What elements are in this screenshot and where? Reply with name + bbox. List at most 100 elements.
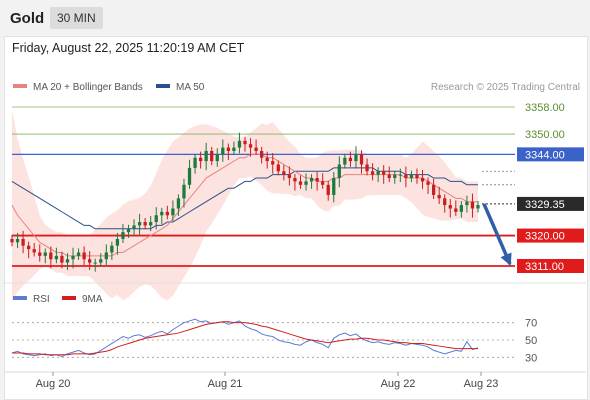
- candle-body: [265, 157, 269, 162]
- x-axis-layer: Aug 20 Aug 21 Aug 22 Aug 23: [5, 371, 586, 390]
- price-legend: MA 20 + Bollinger Bands MA 50 Research ©…: [13, 82, 580, 93]
- candle-body: [365, 164, 369, 172]
- candle-body: [276, 164, 280, 172]
- candle-body: [343, 157, 347, 165]
- candle-body: [409, 174, 414, 179]
- candle-body: [110, 245, 114, 253]
- timeframe-badge[interactable]: 30 MIN: [50, 7, 103, 29]
- instrument-title: Gold: [10, 10, 45, 27]
- candle-body: [348, 157, 353, 162]
- candle-body: [88, 259, 92, 263]
- candle-body: [459, 205, 464, 212]
- candle-body: [76, 252, 81, 256]
- candle-body: [204, 150, 208, 162]
- candle-body: [165, 211, 169, 216]
- candle-body: [448, 205, 452, 209]
- chart-header: Gold 30 MIN: [0, 0, 590, 36]
- candle-body: [309, 178, 314, 182]
- candle-body: [198, 157, 203, 162]
- candle-body: [104, 252, 108, 260]
- candle-body: [82, 252, 86, 260]
- candle-body: [271, 161, 275, 165]
- level-lines-layer: [12, 106, 515, 267]
- candle-body: [298, 181, 303, 185]
- candle-body: [332, 178, 336, 195]
- candle-body: [476, 205, 480, 209]
- candle-body: [115, 238, 120, 246]
- candle-body: [121, 232, 125, 239]
- x-tick-label: Aug 20: [36, 378, 71, 390]
- current-price-label: 3329.35: [525, 199, 565, 211]
- candle-body: [93, 262, 97, 264]
- x-tick-label: Aug 22: [381, 378, 416, 390]
- candle-body: [337, 164, 341, 179]
- candle-body: [287, 174, 292, 179]
- candle-body: [187, 167, 192, 185]
- rsi-tick-label: 70: [525, 318, 537, 330]
- level-label-support: 3320.00: [525, 231, 565, 243]
- candle-body: [126, 228, 131, 233]
- candle-body: [221, 147, 225, 155]
- candle-body: [43, 252, 47, 256]
- rsi-legend: RSI 9MA: [13, 294, 103, 305]
- candle-body: [99, 259, 103, 263]
- candle-body: [132, 225, 136, 229]
- candle-body: [321, 181, 325, 185]
- candle-body: [315, 178, 319, 182]
- candle-body: [176, 198, 181, 209]
- candle-body: [21, 238, 25, 246]
- ma9-legend-label: 9MA: [82, 294, 103, 305]
- candle-body: [149, 222, 153, 226]
- candle-body: [415, 174, 419, 179]
- level-label-resistance: 3344.00: [525, 149, 565, 161]
- candle-body: [49, 252, 53, 260]
- forecast-arrow-shaft: [482, 203, 512, 265]
- candle-body: [232, 147, 236, 151]
- candle-body: [293, 178, 297, 182]
- candle-body: [393, 174, 397, 179]
- rsi-line: [11, 318, 479, 358]
- candle-body: [426, 181, 430, 185]
- rsi-legend-swatch: [13, 296, 27, 300]
- candle-body: [65, 259, 70, 263]
- candle-body: [226, 147, 231, 151]
- candle-body: [38, 252, 42, 256]
- level-label-box-support: [517, 228, 584, 243]
- candle-body: [304, 181, 308, 185]
- candle-body: [470, 201, 475, 209]
- candle-body: [359, 154, 364, 165]
- rsi-ma9-line: [12, 321, 478, 356]
- rsi-layer: 70 50 30: [11, 318, 537, 364]
- forecast-arrow-layer: [482, 203, 512, 266]
- candle-body: [26, 245, 31, 250]
- candle-body: [387, 174, 391, 179]
- candle-body: [215, 154, 219, 162]
- candle-body: [54, 255, 59, 260]
- chart-timestamp: Friday, August 22, 2025 11:20:19 AM CET: [12, 41, 245, 55]
- candle-body: [431, 184, 436, 195]
- ma20-legend-label: MA 20 + Bollinger Bands: [33, 82, 143, 93]
- candle-body: [376, 171, 380, 175]
- candle-body: [382, 171, 386, 175]
- level-label-target: 3350.00: [525, 129, 565, 141]
- candle-body: [254, 147, 258, 151]
- level-label-target: 3358.00: [525, 102, 565, 114]
- level-label-box-resistance: [517, 147, 584, 162]
- candle-body: [160, 211, 164, 216]
- candle-body: [326, 184, 330, 195]
- candle-body: [248, 144, 253, 148]
- candle-body: [137, 222, 142, 226]
- x-tick-label: Aug 23: [464, 378, 499, 390]
- level-label-support: 3311.00: [525, 261, 564, 273]
- candle-body: [398, 174, 402, 176]
- candle-body: [15, 238, 20, 243]
- candle-body: [71, 255, 75, 260]
- candle-body: [282, 171, 286, 175]
- candle-body: [171, 208, 175, 216]
- candle-body: [237, 140, 242, 148]
- rsi-legend-label: RSI: [33, 294, 50, 305]
- price-labels-layer: 3358.00 3350.00 3344.00 3320.00 3311.00 3329.…: [482, 102, 584, 273]
- level-label-box-support: [517, 259, 584, 273]
- candle-body: [420, 178, 425, 182]
- candle-body: [465, 201, 469, 206]
